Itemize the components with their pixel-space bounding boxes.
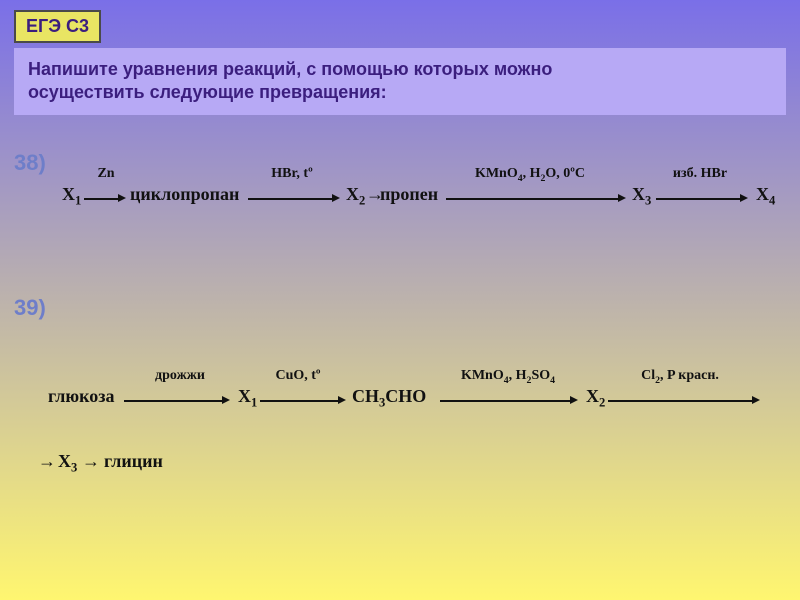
p39-reagent-cuo: CuO, tº [228,368,368,384]
arrow-head-icon [118,194,126,202]
p39-glycine: глицин [104,451,163,472]
arrow [84,198,120,200]
arrow-head-icon [740,194,748,202]
arrow [248,198,334,200]
p39-reagent-cl2: Cl2, P красн. [610,368,750,384]
p38-reagent-zn: Zn [36,166,176,182]
p39-glucose: глюкоза [48,386,114,407]
p38-x1: X1 [62,184,81,205]
p39-reagent-kmno4: KMnO4, H2SO4 [438,368,578,384]
arrow [656,198,742,200]
p38-reagent-kmno4: KMnO4, H2O, 0ºC [460,166,600,182]
p38-x4: X4 [756,184,775,205]
arrow-head-icon [222,396,230,404]
p39-x3: X3 [58,451,77,472]
p39-x2: X2 [586,386,605,407]
instruction-line1: Напишите уравнения реакций, с помощью ко… [28,59,552,79]
arrow-head-icon [338,396,346,404]
p39-x1: X1 [238,386,257,407]
arrow-head-icon [752,396,760,404]
instruction-text: Напишите уравнения реакций, с помощью ко… [14,48,786,115]
p38-x2: X2 [346,184,365,205]
exam-badge: ЕГЭ С3 [14,10,101,43]
arrow-head-icon [618,194,626,202]
arrow-head-icon [570,396,578,404]
arrow [608,400,754,402]
p39-ch3cho: CH3CHO [352,386,426,407]
p38-propene: пропен [380,184,438,205]
arrow [260,400,340,402]
p38-reagent-izbhbr: изб. HBr [630,166,770,182]
p38-cyclopropane: циклопропан [130,184,239,205]
arrow [446,198,620,200]
arrow [440,400,572,402]
instruction-line2: осуществить следующие превращения: [28,82,387,102]
arrow-head-icon [332,194,340,202]
p39-cont-arrow2: → [82,451,100,472]
arrow [124,400,224,402]
p39-cont-arrow1: → [38,451,56,472]
p38-x3: X3 [632,184,651,205]
problem-39-number: 39) [14,295,46,321]
p38-reagent-hbr: HBr, tº [222,166,362,182]
